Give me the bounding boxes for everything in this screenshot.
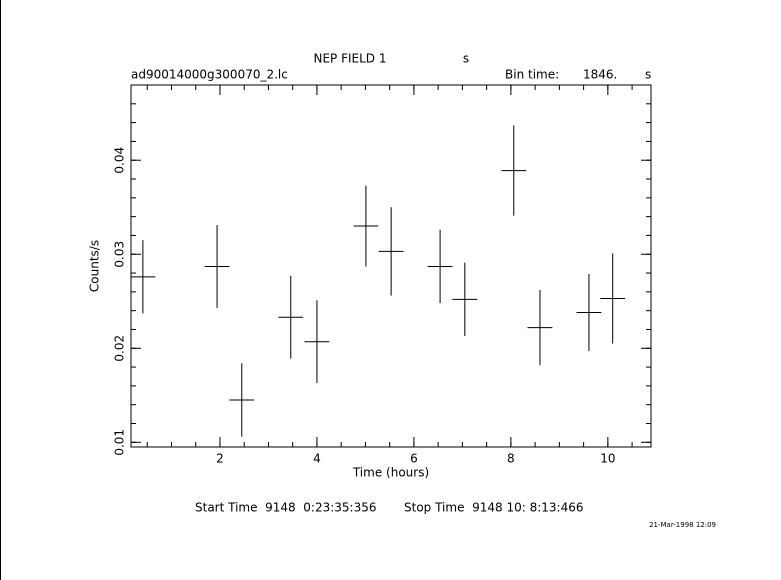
x-tick-label: 4 [313,452,321,466]
y-tick-label: 0.03 [113,241,127,268]
bin-time-label: Bin time: [505,68,559,82]
y-axis-label: Counts/s [88,240,102,292]
x-axis-label: Time (hours) [352,466,429,480]
x-tick-label: 10 [600,452,615,466]
x-tick-label: 8 [507,452,515,466]
x-tick-label: 2 [216,452,224,466]
x-tick-label: 6 [410,452,418,466]
file-name: ad90014000g300070_2.lc [131,68,288,82]
y-tick-label: 0.01 [113,429,127,456]
bin-time: 1846. [583,68,617,82]
plot-frame [130,84,652,448]
bin-time-unit: s [645,68,651,82]
y-tick-label: 0.02 [113,335,127,362]
y-tick-label: 0.04 [113,147,127,174]
chart-title: NEP FIELD 1 [313,52,386,66]
date-stamp: 21-Mar-1998 12:09 [649,521,716,529]
title-unit: s [463,52,469,66]
stop-time: Stop Time 9148 10: 8:13:466 [404,501,583,515]
start-time: Start Time 9148 0:23:35:356 [195,501,377,515]
